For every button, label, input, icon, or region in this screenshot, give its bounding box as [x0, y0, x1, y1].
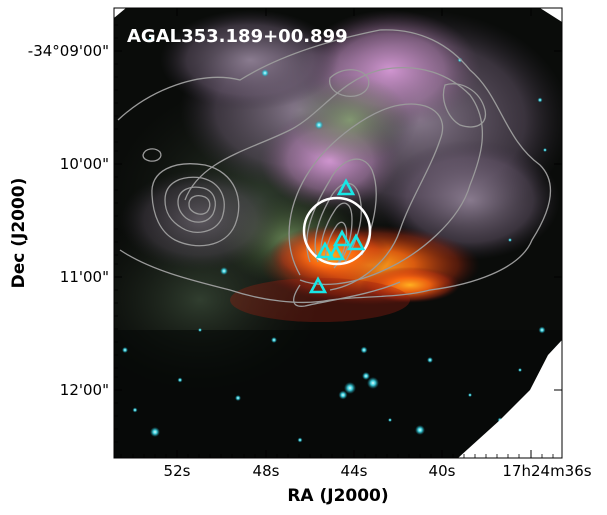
triangle-marker: [336, 178, 356, 196]
aperture-circle: [302, 196, 372, 266]
x-tick-label: 40s: [429, 462, 456, 480]
y-tick-label: -34°09'00": [28, 42, 109, 60]
contour-8: [293, 281, 401, 307]
x-tick-label: 48s: [253, 462, 280, 480]
y-tick-label: 12'00": [60, 381, 109, 399]
x-axis-title: RA (J2000): [287, 486, 388, 506]
image-edge-mask: [114, 8, 562, 458]
triangle-marker: [346, 233, 366, 251]
contour-outer: [117, 29, 552, 304]
contour-left-2: [164, 176, 225, 233]
contour-left-1: [151, 163, 240, 247]
x-tick-label: 44s: [341, 462, 368, 480]
y-tick-label: 10'00": [60, 155, 109, 173]
x-tick-label: 17h24m36s: [502, 462, 591, 480]
contour-left-3: [177, 186, 216, 223]
triangle-marker: [332, 229, 352, 247]
minor-ticks: [114, 24, 554, 458]
y-tick-labels: -34°09'00" 10'00" 11'00" 12'00": [28, 42, 109, 399]
contour-top: [328, 69, 370, 97]
contour-right: [442, 83, 487, 128]
y-tick-label: 11'00": [60, 268, 109, 286]
triangle-marker: [315, 241, 335, 259]
triangle-marker: [308, 276, 328, 294]
contour-left-4: [188, 195, 211, 215]
tick-marks: [114, 8, 562, 458]
contour-3: [288, 103, 444, 291]
panel-title: AGAL353.189+00.899: [127, 26, 348, 47]
contour-2: [184, 66, 483, 286]
y-axis-title: Dec (J2000): [9, 178, 29, 289]
x-tick-labels: 52s 48s 44s 40s 17h24m36s: [164, 462, 592, 480]
axes-frame: [113, 7, 563, 459]
stars: [122, 38, 547, 443]
contour-4: [306, 158, 377, 263]
x-tick-label: 52s: [164, 462, 191, 480]
sky-image: [114, 8, 562, 458]
triangle-marker: [326, 243, 346, 261]
contour-small: [142, 148, 162, 162]
source-markers: [308, 178, 366, 294]
